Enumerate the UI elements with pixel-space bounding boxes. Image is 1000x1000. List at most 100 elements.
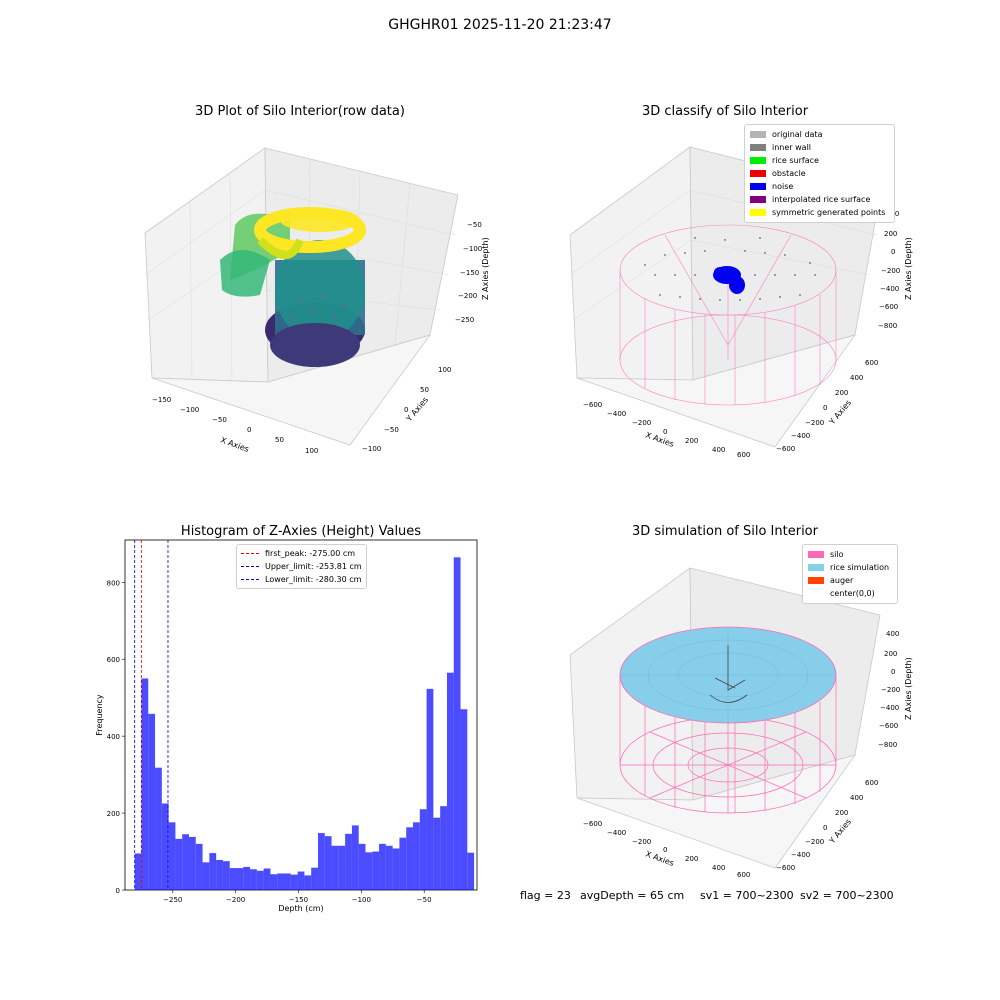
tick-label: −800 — [878, 741, 897, 749]
panel1-z-ticks: −50 −100 −150 −200 −250 — [455, 221, 482, 324]
histogram-bar — [324, 836, 332, 890]
histogram-bar — [155, 767, 162, 890]
histogram-bar — [372, 851, 380, 890]
tick-label: 600 — [865, 359, 878, 367]
panel1-title: 3D Plot of Silo Interior(row data) — [195, 104, 405, 119]
panel4-x-label: X Axies — [644, 849, 675, 868]
tick-label: 600 — [737, 871, 750, 879]
histogram-bar — [222, 861, 230, 890]
tick-label: 200 — [685, 437, 698, 445]
panel2-legend: original data inner wall rice surface ob… — [744, 124, 895, 223]
tick-label: −50 — [212, 416, 227, 424]
legend-swatch — [808, 551, 824, 558]
histogram-bar — [141, 678, 149, 890]
histogram-bar — [365, 852, 373, 890]
tick-label: −600 — [776, 445, 795, 453]
legend-entry: interpolated rice surface — [750, 193, 889, 206]
histogram-y-ticks: 0 200 400 600 800 — [107, 579, 125, 895]
y-tick-label: 0 — [116, 887, 120, 895]
panel4-auger — [709, 645, 748, 703]
tick-label: 200 — [835, 389, 848, 397]
histogram-bar — [379, 843, 386, 890]
x-tick-label: −150 — [289, 896, 308, 904]
legend-label: inner wall — [772, 143, 812, 152]
y-tick-label: 400 — [107, 733, 120, 741]
legend-entry: silo — [808, 548, 892, 561]
histogram-bar — [182, 834, 189, 890]
tick-label: −400 — [880, 704, 899, 712]
tick-label: −400 — [607, 829, 626, 837]
legend-swatch — [750, 157, 766, 164]
histogram-bar — [433, 817, 441, 890]
panel4-z-label: Z Axies (Depth) — [904, 657, 913, 720]
tick-label: 100 — [305, 447, 318, 455]
histogram-bar — [413, 822, 420, 890]
tick-label: 0 — [891, 248, 895, 256]
tick-label: 0 — [663, 428, 667, 436]
tick-label: −800 — [878, 322, 897, 330]
histogram-bar — [134, 853, 142, 890]
x-tick-label: −100 — [352, 896, 371, 904]
legend-line — [241, 553, 259, 554]
histogram-y-label: Frequency — [95, 694, 104, 736]
legend-label: center(0,0) — [830, 589, 875, 598]
legend-entry: first_peak: -275.00 cm — [241, 547, 362, 560]
legend-entry: Upper_limit: -253.81 cm — [241, 560, 362, 573]
histogram-bar — [263, 868, 271, 890]
legend-entry: center(0,0) — [808, 587, 892, 600]
tick-label: −600 — [583, 820, 602, 828]
tick-label: 600 — [737, 451, 750, 459]
tick-label: 0 — [247, 426, 251, 434]
legend-entry: auger — [808, 574, 892, 587]
x-tick-label: −200 — [226, 896, 245, 904]
sv2-text: sv2 = 700~2300 — [800, 889, 894, 902]
histogram-bar — [446, 672, 454, 890]
histogram-bar — [250, 869, 257, 890]
tick-label: −200 — [881, 686, 900, 694]
tick-label: −600 — [879, 722, 898, 730]
tick-label: 100 — [438, 366, 451, 374]
panel2-point-grid — [644, 237, 816, 301]
tick-label: 600 — [865, 779, 878, 787]
histogram-bar — [351, 825, 359, 890]
histogram-bar — [345, 833, 352, 890]
histogram-bar — [440, 806, 447, 890]
tick-label: −400 — [791, 432, 810, 440]
tick-label: −600 — [776, 864, 795, 872]
tick-label: −600 — [583, 401, 602, 409]
legend-line — [241, 566, 259, 567]
histogram-bar — [175, 838, 183, 890]
histogram-bar — [406, 827, 414, 890]
x-tick-label: −50 — [417, 896, 432, 904]
legend-swatch — [750, 209, 766, 216]
legend-label: interpolated rice surface — [772, 195, 871, 204]
tick-label: 200 — [884, 230, 897, 238]
panel2-title: 3D classify of Silo Interior — [641, 104, 809, 119]
histogram-chart: −250 −200 −150 −100 −50 0 200 400 600 800 Depth … — [95, 539, 478, 913]
histogram-bar — [358, 843, 366, 890]
legend-entry: rice surface — [750, 154, 889, 167]
tick-label: −400 — [607, 410, 626, 418]
histogram-bar — [290, 874, 298, 890]
histogram-bar — [256, 870, 264, 890]
histogram-bar — [331, 845, 339, 890]
avg-depth-text: avgDepth = 65 cm — [580, 889, 685, 902]
tick-label: −50 — [384, 426, 399, 434]
panel1-z-label: Z Axies (Depth) — [481, 237, 490, 300]
histogram-bar — [338, 845, 346, 890]
legend-entry: original data — [750, 128, 889, 141]
histogram-bar — [236, 868, 244, 890]
tick-label: −150 — [460, 269, 479, 277]
histogram-bar — [195, 843, 203, 890]
x-tick-label: −250 — [163, 896, 182, 904]
histogram-bar — [419, 809, 427, 890]
histogram-bar — [148, 713, 156, 890]
panel1-point-cloud — [220, 207, 366, 367]
tick-label: 50 — [420, 386, 429, 394]
legend-entry: obstacle — [750, 167, 889, 180]
legend-label: obstacle — [772, 169, 806, 178]
tick-label: −250 — [455, 316, 474, 324]
histogram-bar — [304, 875, 312, 890]
histogram-bar — [209, 853, 217, 890]
histogram-bar — [168, 822, 176, 890]
